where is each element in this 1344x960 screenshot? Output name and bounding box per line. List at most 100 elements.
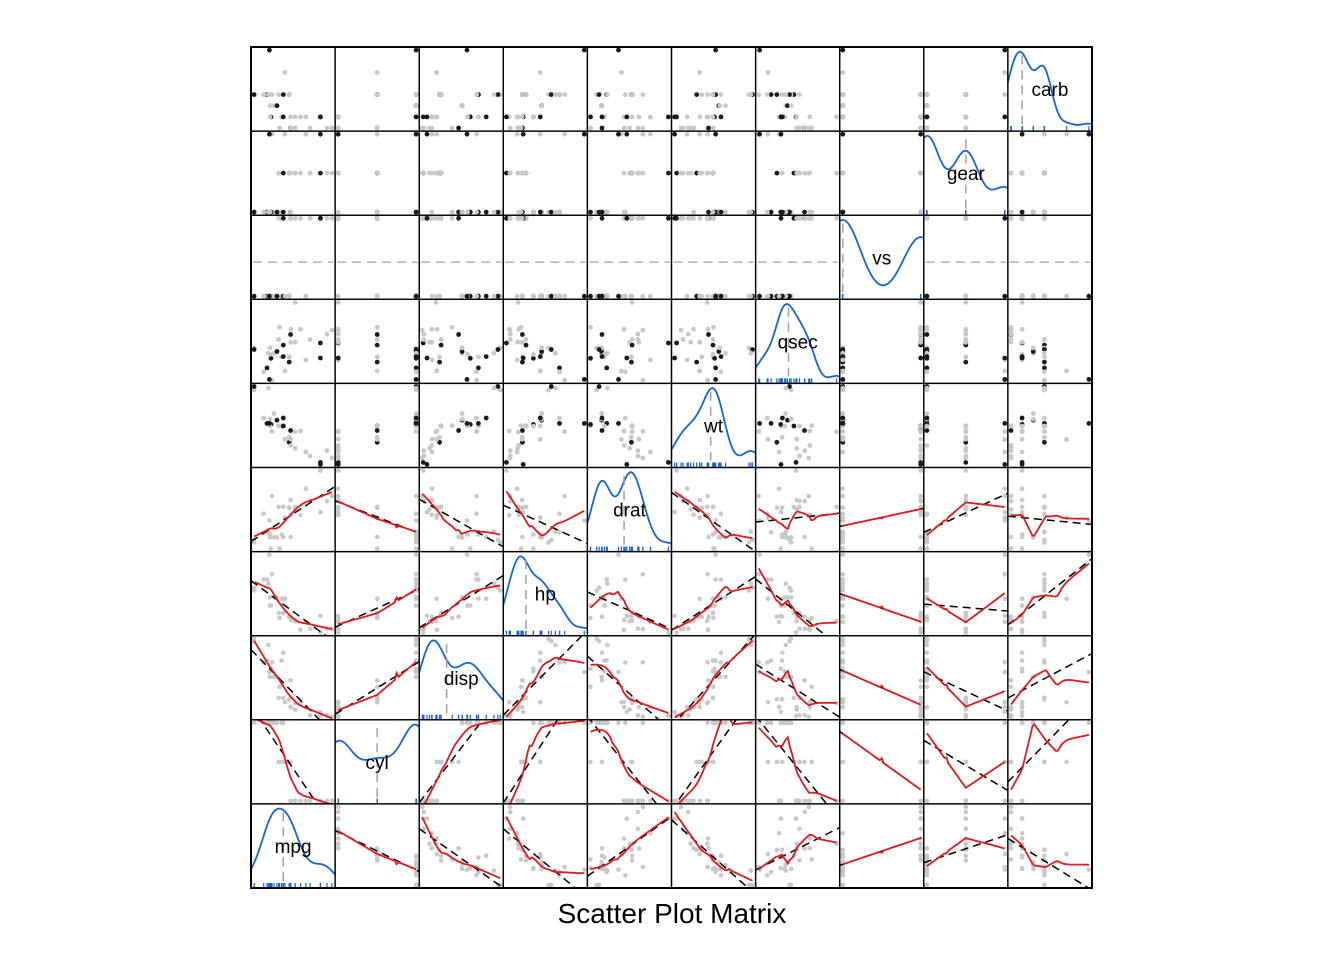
scatter-point bbox=[421, 448, 427, 454]
scatter-point bbox=[924, 674, 930, 680]
scatter-point bbox=[723, 674, 728, 680]
scatter-point bbox=[806, 626, 812, 632]
loess-curve bbox=[590, 816, 669, 870]
scatter-point bbox=[433, 300, 439, 305]
scatter-point bbox=[666, 713, 671, 719]
panel-frame bbox=[250, 382, 336, 469]
scatter-point bbox=[1008, 507, 1014, 512]
scatter-point bbox=[1019, 326, 1025, 332]
scatter-point bbox=[636, 215, 642, 221]
scatter-point bbox=[335, 804, 341, 810]
scatter-point bbox=[840, 357, 846, 363]
scatter-point bbox=[438, 215, 444, 221]
scatter-point bbox=[834, 114, 839, 120]
scatter-point bbox=[604, 577, 609, 582]
scatter-point bbox=[1019, 468, 1025, 473]
scatter-point bbox=[924, 581, 930, 586]
scatter-point bbox=[523, 695, 529, 701]
scatter-point bbox=[413, 293, 419, 299]
scatter-point bbox=[1008, 453, 1014, 459]
scatter-point bbox=[802, 215, 808, 221]
scatter-point bbox=[765, 437, 771, 442]
scatter-point bbox=[276, 92, 281, 97]
scatter-point bbox=[778, 613, 784, 619]
scatter-point bbox=[619, 368, 624, 374]
scatter-point bbox=[374, 615, 380, 621]
scatter-point bbox=[666, 114, 671, 120]
scatter-point bbox=[840, 638, 846, 644]
scatter-point bbox=[523, 170, 529, 176]
panel-content bbox=[1007, 804, 1092, 889]
scatter-point bbox=[840, 377, 846, 382]
scatter-point bbox=[918, 114, 924, 120]
scatter-point bbox=[413, 92, 419, 97]
scatter-point bbox=[807, 428, 813, 434]
scatter-point bbox=[449, 215, 455, 221]
scatter-point bbox=[437, 354, 442, 360]
scatter-point bbox=[539, 859, 544, 865]
scatter-point bbox=[697, 215, 703, 221]
panel-frame bbox=[250, 550, 336, 637]
scatter-point bbox=[495, 92, 501, 97]
scatter-point bbox=[809, 423, 815, 428]
panel-content bbox=[335, 804, 420, 888]
scatter-point bbox=[281, 650, 286, 656]
scatter-point bbox=[251, 387, 257, 393]
scatter-point bbox=[678, 327, 684, 333]
scatter-point bbox=[1019, 534, 1025, 540]
scatter-point bbox=[267, 669, 272, 675]
scatter-point bbox=[636, 114, 642, 120]
scatter-point bbox=[335, 209, 341, 215]
scatter-point bbox=[424, 509, 430, 515]
variable-label-mpg: mpg bbox=[275, 837, 312, 858]
scatter-point bbox=[266, 642, 271, 648]
scatter-point bbox=[809, 684, 814, 690]
scatter-point bbox=[429, 486, 435, 491]
scatter-point bbox=[718, 660, 724, 665]
panel-content bbox=[924, 215, 1008, 299]
scatter-point bbox=[624, 462, 630, 467]
scatter-point bbox=[629, 853, 635, 858]
scatter-point bbox=[553, 209, 558, 215]
scatter-point bbox=[288, 428, 293, 433]
scatter-point bbox=[774, 505, 780, 510]
scatter-point bbox=[1002, 867, 1008, 872]
scatter-point bbox=[764, 873, 770, 878]
scatter-point bbox=[918, 695, 923, 701]
scatter-point bbox=[268, 355, 274, 361]
scatter-point bbox=[785, 103, 790, 109]
scatter-point bbox=[924, 293, 930, 299]
scatter-point bbox=[768, 720, 774, 726]
scatter-point bbox=[1019, 700, 1025, 706]
panel-content bbox=[1008, 131, 1092, 215]
scatter-point bbox=[329, 327, 335, 333]
scatter-point bbox=[537, 415, 543, 421]
scatter-point bbox=[1019, 619, 1025, 625]
loess-curve bbox=[508, 720, 585, 804]
panel-frame bbox=[586, 214, 673, 300]
scatter-point bbox=[705, 572, 710, 577]
scatter-point bbox=[840, 511, 846, 516]
scatter-point bbox=[1008, 337, 1014, 342]
scatter-point bbox=[918, 846, 923, 851]
loess-curve bbox=[842, 837, 921, 866]
scatter-point bbox=[464, 47, 470, 53]
scatter-point bbox=[640, 720, 646, 726]
scatter-point bbox=[557, 530, 562, 535]
scatter-point bbox=[791, 695, 797, 701]
scatter-point bbox=[713, 377, 718, 382]
scatter-point bbox=[723, 103, 728, 109]
scatter-point bbox=[335, 125, 341, 131]
scatter-point bbox=[791, 423, 797, 429]
scatter-point bbox=[783, 581, 789, 586]
panel-cyl-cyl: cyl bbox=[334, 719, 420, 805]
panel-frame bbox=[334, 803, 420, 889]
scatter-point bbox=[778, 114, 784, 120]
panel-drat-hp bbox=[502, 466, 589, 553]
scatter-point bbox=[924, 511, 930, 516]
scatter-point bbox=[640, 660, 646, 665]
scatter-point bbox=[718, 209, 724, 215]
scatter-point bbox=[274, 720, 280, 726]
scatter-point bbox=[797, 626, 802, 631]
scatter-point bbox=[1042, 215, 1047, 221]
